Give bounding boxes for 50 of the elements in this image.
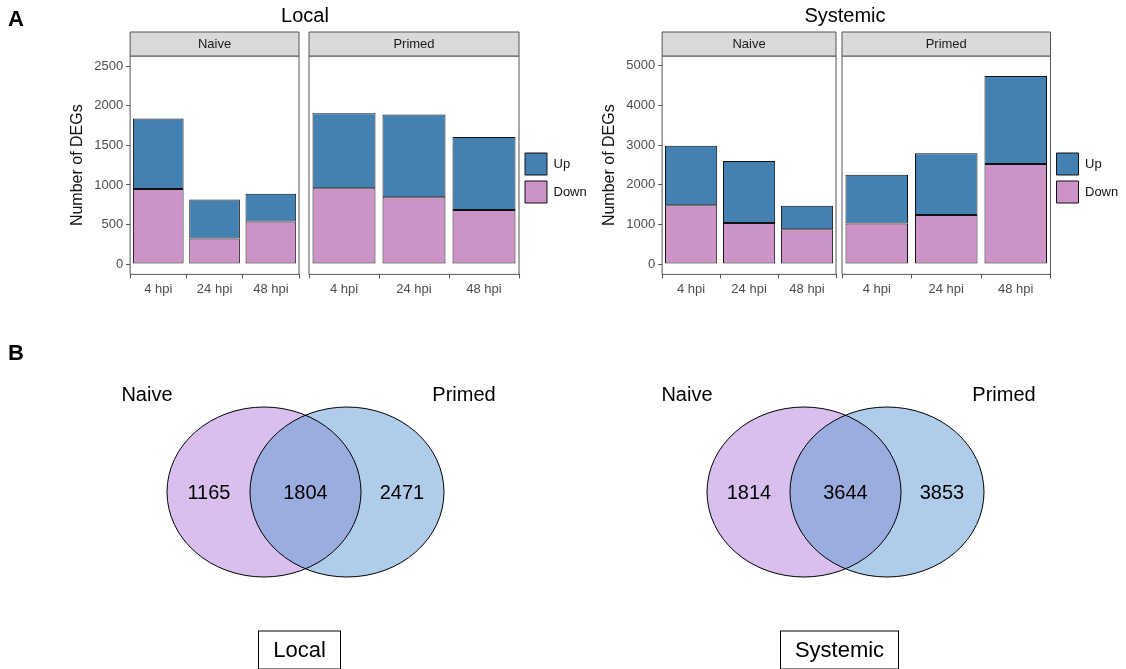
text: B: [8, 340, 24, 366]
chart-title: Local: [280, 4, 330, 27]
chart-subtitle: Primed: [925, 35, 967, 51]
y-tick-label: 2000: [626, 176, 656, 192]
data-label: 2471: [379, 481, 425, 504]
x-tick-label: 24 hpi: [731, 280, 767, 296]
text: Systemic: [794, 636, 885, 662]
x-tick-label: 48 hpi: [789, 280, 825, 296]
x-tick-label: 24 hpi: [196, 280, 233, 296]
legend-label: Up: [1085, 155, 1102, 171]
x-tick-label: 48 hpi: [998, 280, 1034, 296]
y-tick-label: 1000: [626, 216, 656, 232]
data-label: 3853: [919, 481, 965, 504]
legend-label: Up: [553, 155, 571, 171]
y-tick-label: 3000: [626, 136, 656, 152]
x-tick-label: 4 hpi: [144, 280, 173, 296]
chart-subtitle: Naive: [732, 35, 766, 51]
chart-subtitle: Naive: [197, 35, 232, 51]
x-tick-label: 4 hpi: [862, 280, 891, 296]
y-tick-label: 500: [101, 216, 124, 232]
text: Naive: [661, 383, 713, 406]
text: Naive: [121, 383, 173, 406]
legend-label: Down: [1085, 183, 1119, 199]
data-label: 1804: [283, 481, 328, 504]
x-tick-label: 24 hpi: [928, 280, 965, 296]
data-label: 1814: [726, 481, 772, 504]
y-tick-label: 0: [115, 255, 124, 271]
y-tick-label: 5000: [626, 57, 656, 73]
chart-subtitle: Primed: [393, 35, 435, 51]
chart-title: Systemic: [803, 4, 887, 27]
x-tick-label: 48 hpi: [466, 280, 502, 296]
text: Primed: [972, 383, 1036, 406]
y-tick-label: 2500: [94, 57, 124, 73]
y-tick-label: 0: [647, 255, 656, 271]
text: Primed: [432, 383, 496, 406]
x-tick-label: 48 hpi: [253, 280, 289, 296]
data-label: 1165: [187, 481, 231, 504]
y-axis-title: Number of DEGs: [600, 104, 618, 227]
y-tick-label: 2000: [94, 97, 124, 113]
y-axis-title: Number of DEGs: [68, 104, 86, 227]
x-tick-label: 4 hpi: [677, 280, 706, 296]
y-tick-label: 1000: [94, 176, 124, 192]
text: Local: [273, 636, 326, 662]
y-tick-label: 4000: [626, 97, 656, 113]
legend-label: Down: [553, 183, 587, 199]
x-tick-label: 4 hpi: [329, 280, 359, 296]
y-tick-label: 1500: [94, 137, 124, 152]
text: A: [8, 6, 24, 32]
x-tick-label: 24 hpi: [396, 280, 432, 296]
data-label: 3644: [823, 481, 868, 504]
